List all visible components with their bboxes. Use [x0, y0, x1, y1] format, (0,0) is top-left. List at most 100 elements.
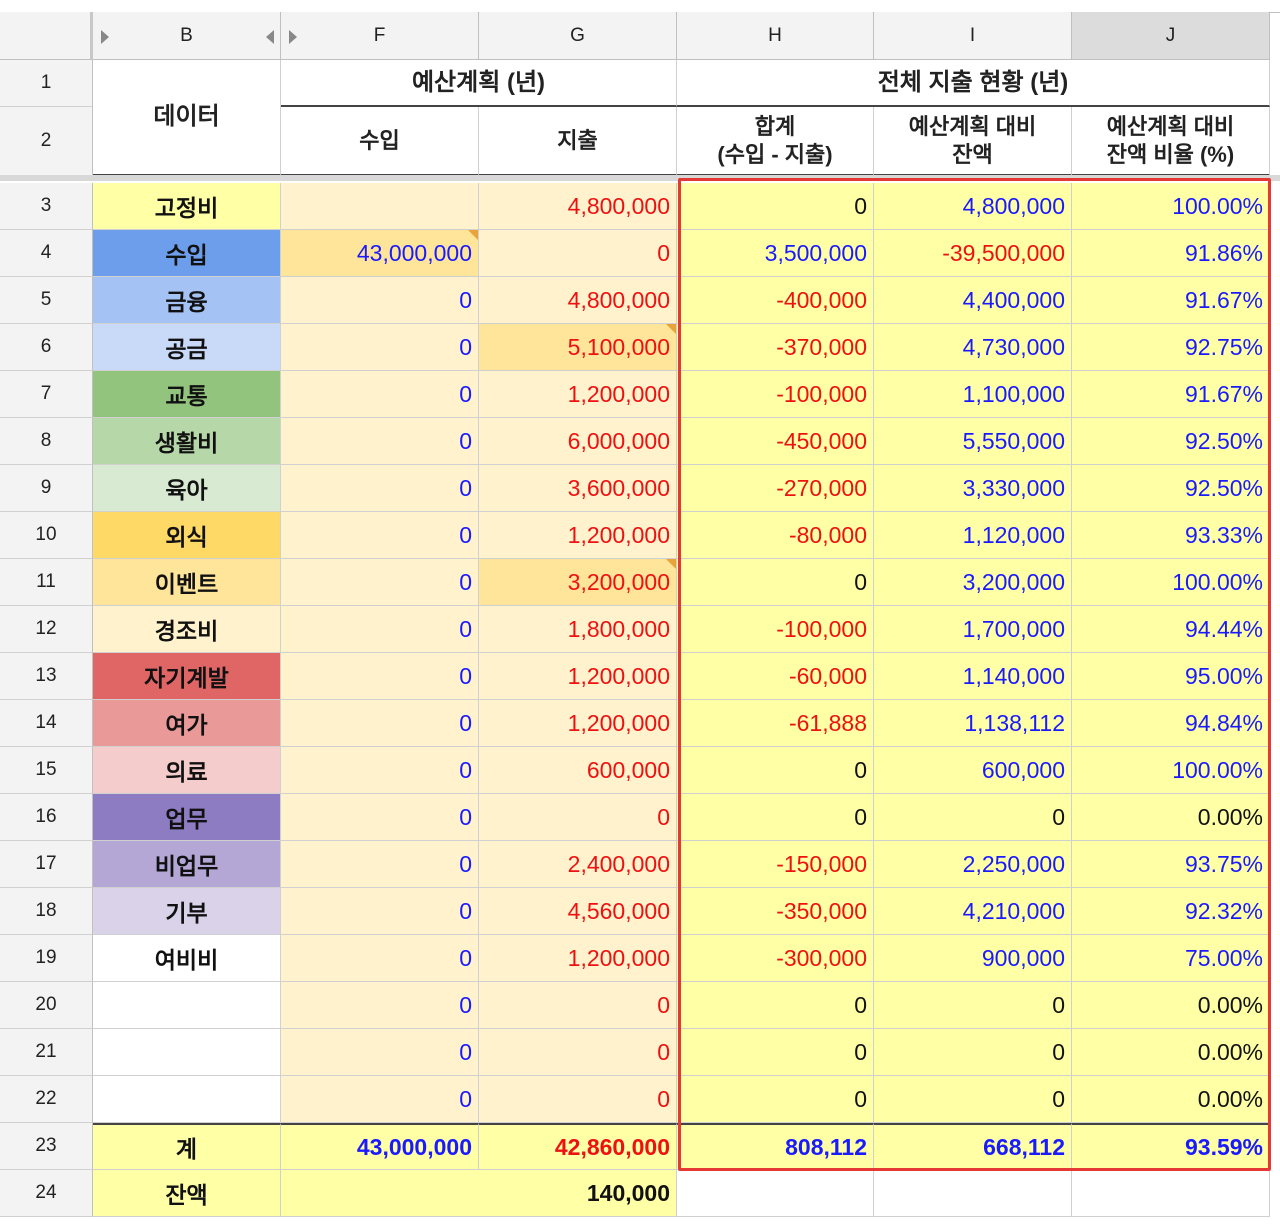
row-header-7[interactable]: 7	[0, 371, 93, 418]
cell-F18[interactable]: 0	[281, 888, 479, 935]
expand-left-icon[interactable]	[101, 30, 109, 44]
cell-G3[interactable]: 4,800,000	[479, 183, 677, 230]
cell-F9[interactable]: 0	[281, 465, 479, 512]
cell-I15[interactable]: 600,000	[874, 747, 1072, 794]
expand-hidden-columns-icon[interactable]	[289, 30, 297, 44]
empty-cell[interactable]	[874, 1170, 1072, 1217]
cell-H3[interactable]: 0	[677, 183, 874, 230]
row-header-3[interactable]: 3	[0, 183, 93, 230]
row-header-17[interactable]: 17	[0, 841, 93, 888]
row-header-20[interactable]: 20	[0, 982, 93, 1029]
cell-I3[interactable]: 4,800,000	[874, 183, 1072, 230]
cell-F15[interactable]: 0	[281, 747, 479, 794]
cell-G4[interactable]: 0	[479, 230, 677, 277]
note-indicator-icon[interactable]	[468, 230, 478, 240]
cell-F14[interactable]: 0	[281, 700, 479, 747]
cell-G21[interactable]: 0	[479, 1029, 677, 1076]
cell-G22[interactable]: 0	[479, 1076, 677, 1123]
cell-I16[interactable]: 0	[874, 794, 1072, 841]
empty-cell[interactable]	[1072, 1170, 1270, 1217]
note-indicator-icon[interactable]	[666, 324, 676, 334]
cell-I11[interactable]: 3,200,000	[874, 559, 1072, 606]
row-header-22[interactable]: 22	[0, 1076, 93, 1123]
cell-J22[interactable]: 0.00%	[1072, 1076, 1270, 1123]
row-header-13[interactable]: 13	[0, 653, 93, 700]
total-J[interactable]: 93.59%	[1072, 1123, 1270, 1170]
category-label[interactable]: 경조비	[93, 606, 281, 653]
cell-J6[interactable]: 92.75%	[1072, 324, 1270, 371]
category-label[interactable]: 업무	[93, 794, 281, 841]
header-remaining-ratio[interactable]: 예산계획 대비 잔액 비율 (%)	[1072, 107, 1270, 176]
category-label[interactable]: 의료	[93, 747, 281, 794]
cell-G16[interactable]: 0	[479, 794, 677, 841]
cell-G8[interactable]: 6,000,000	[479, 418, 677, 465]
cell-F8[interactable]: 0	[281, 418, 479, 465]
row-header-14[interactable]: 14	[0, 700, 93, 747]
row-header-5[interactable]: 5	[0, 277, 93, 324]
row-header-11[interactable]: 11	[0, 559, 93, 606]
header-total[interactable]: 합계 (수입 - 지출)	[677, 107, 874, 176]
cell-H11[interactable]: 0	[677, 559, 874, 606]
cell-F4[interactable]: 43,000,000	[281, 230, 479, 277]
header-income[interactable]: 수입	[281, 107, 479, 176]
cell-G10[interactable]: 1,200,000	[479, 512, 677, 559]
cell-J20[interactable]: 0.00%	[1072, 982, 1270, 1029]
category-label[interactable]	[93, 1076, 281, 1123]
balance-value[interactable]: 140,000	[281, 1170, 677, 1217]
category-label[interactable]: 육아	[93, 465, 281, 512]
category-label[interactable]: 교통	[93, 371, 281, 418]
cell-J5[interactable]: 91.67%	[1072, 277, 1270, 324]
cell-G14[interactable]: 1,200,000	[479, 700, 677, 747]
row-header-16[interactable]: 16	[0, 794, 93, 841]
cell-H4[interactable]: 3,500,000	[677, 230, 874, 277]
cell-I6[interactable]: 4,730,000	[874, 324, 1072, 371]
cell-G9[interactable]: 3,600,000	[479, 465, 677, 512]
column-header-G[interactable]: G	[479, 12, 677, 60]
cell-I9[interactable]: 3,330,000	[874, 465, 1072, 512]
cell-F17[interactable]: 0	[281, 841, 479, 888]
cell-F10[interactable]: 0	[281, 512, 479, 559]
cell-H13[interactable]: -60,000	[677, 653, 874, 700]
cell-F16[interactable]: 0	[281, 794, 479, 841]
cell-H7[interactable]: -100,000	[677, 371, 874, 418]
select-all-corner[interactable]	[0, 12, 93, 60]
category-label[interactable]: 비업무	[93, 841, 281, 888]
cell-G15[interactable]: 600,000	[479, 747, 677, 794]
cell-I17[interactable]: 2,250,000	[874, 841, 1072, 888]
cell-J10[interactable]: 93.33%	[1072, 512, 1270, 559]
cell-F21[interactable]: 0	[281, 1029, 479, 1076]
category-label[interactable]: 공금	[93, 324, 281, 371]
cell-J13[interactable]: 95.00%	[1072, 653, 1270, 700]
cell-H20[interactable]: 0	[677, 982, 874, 1029]
cell-J21[interactable]: 0.00%	[1072, 1029, 1270, 1076]
cell-G13[interactable]: 1,200,000	[479, 653, 677, 700]
column-header-F[interactable]: F	[281, 12, 479, 60]
cell-F7[interactable]: 0	[281, 371, 479, 418]
cell-J8[interactable]: 92.50%	[1072, 418, 1270, 465]
cell-H5[interactable]: -400,000	[677, 277, 874, 324]
row-header-15[interactable]: 15	[0, 747, 93, 794]
cell-I10[interactable]: 1,120,000	[874, 512, 1072, 559]
cell-H18[interactable]: -350,000	[677, 888, 874, 935]
column-header-H[interactable]: H	[677, 12, 874, 60]
empty-cell[interactable]	[677, 1170, 874, 1217]
row-header-18[interactable]: 18	[0, 888, 93, 935]
balance-label[interactable]: 잔액	[93, 1170, 281, 1217]
cell-H14[interactable]: -61,888	[677, 700, 874, 747]
cell-F5[interactable]: 0	[281, 277, 479, 324]
cell-J3[interactable]: 100.00%	[1072, 183, 1270, 230]
cell-F12[interactable]: 0	[281, 606, 479, 653]
row-header-4[interactable]: 4	[0, 230, 93, 277]
total-F[interactable]: 43,000,000	[281, 1123, 479, 1170]
category-label[interactable]	[93, 1029, 281, 1076]
cell-J4[interactable]: 91.86%	[1072, 230, 1270, 277]
cell-G20[interactable]: 0	[479, 982, 677, 1029]
category-label[interactable]: 외식	[93, 512, 281, 559]
cell-J12[interactable]: 94.44%	[1072, 606, 1270, 653]
cell-J11[interactable]: 100.00%	[1072, 559, 1270, 606]
row-header-24[interactable]: 24	[0, 1170, 93, 1217]
cell-H22[interactable]: 0	[677, 1076, 874, 1123]
cell-F19[interactable]: 0	[281, 935, 479, 982]
category-label[interactable]: 여비비	[93, 935, 281, 982]
